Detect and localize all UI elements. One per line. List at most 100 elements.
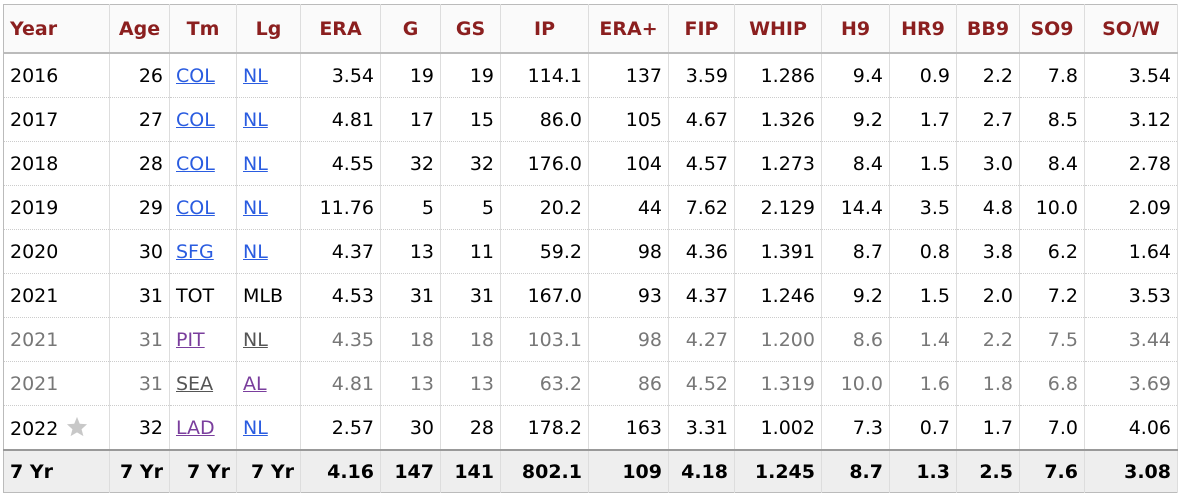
footer-cell: 1.245 — [734, 449, 822, 493]
league-link[interactable]: NL — [243, 108, 268, 131]
team-link[interactable]: COL — [176, 108, 215, 131]
cell-text: 29 — [138, 196, 163, 219]
cell-text: 1.7 — [982, 416, 1013, 439]
table-cell: 1.5 — [889, 141, 957, 186]
table-cell: 31 — [109, 361, 170, 406]
league-link[interactable]: NL — [243, 64, 268, 87]
cell-text: 4.55 — [331, 152, 374, 175]
cell-text: 17 — [409, 108, 434, 131]
table-cell: AL — [236, 361, 301, 406]
table-cell: 7.5 — [1019, 317, 1085, 362]
cell-text: 15 — [469, 108, 494, 131]
cell-text: 3.59 — [685, 64, 728, 87]
column-header: SO9 — [1019, 4, 1085, 54]
footer-cell: 2.5 — [956, 449, 1020, 493]
table-cell: 11 — [440, 229, 501, 274]
cell-text: 3.5 — [919, 196, 950, 219]
column-header: H9 — [821, 4, 890, 54]
column-header: Tm — [169, 4, 237, 54]
footer-cell: 7.6 — [1019, 449, 1085, 493]
cell-text: 3.54 — [331, 64, 374, 87]
team-link[interactable]: COL — [176, 152, 215, 175]
cell-text: 1.273 — [760, 152, 815, 175]
table-cell: COL — [169, 141, 237, 186]
cell-text: 11 — [469, 240, 494, 263]
table-cell: 5 — [380, 185, 441, 230]
footer-cell: 7 Yr — [169, 449, 237, 493]
cell-text: 8.4 — [852, 152, 883, 175]
cell-text: 2.2 — [982, 64, 1013, 87]
team-link[interactable]: LAD — [176, 416, 215, 439]
table-cell: 2.78 — [1084, 141, 1178, 186]
league-link[interactable]: NL — [243, 416, 268, 439]
column-header: Age — [109, 4, 170, 54]
cell-text: 3.54 — [1128, 64, 1171, 87]
table-cell: 18 — [380, 317, 441, 362]
table-cell: 4.81 — [300, 361, 381, 406]
footer-cell: 1.3 — [889, 449, 957, 493]
column-header: BB9 — [956, 4, 1020, 54]
table-cell: NL — [236, 405, 301, 451]
cell-text: 1.319 — [760, 372, 815, 395]
table-cell: 1.8 — [956, 361, 1020, 406]
table-cell: 1.7 — [889, 97, 957, 142]
cell-text: 3.31 — [685, 416, 728, 439]
table-row: 2020 30 SFG NL 4.37 13 11 59.2 98 4.36 1.391 8.7 0.8… — [3, 229, 1178, 274]
cell-text: 8.6 — [852, 328, 883, 351]
cell-text: 4.81 — [331, 372, 374, 395]
table-cell: 26 — [109, 53, 170, 98]
table-cell: 2020 — [3, 229, 110, 274]
table-cell: 3.69 — [1084, 361, 1178, 406]
table-cell: 8.5 — [1019, 97, 1085, 142]
table-row: 2021 31 TOT MLB 4.53 31 31 167.0 93 4.37 1.246 9.2 1… — [3, 273, 1178, 318]
team-link[interactable]: COL — [176, 196, 215, 219]
cell-text: 4.53 — [331, 284, 374, 307]
table-cell: 32 — [440, 141, 501, 186]
table-cell: 2.0 — [956, 273, 1020, 318]
league-link[interactable]: NL — [243, 328, 268, 351]
team-link[interactable]: PIT — [176, 328, 205, 351]
column-header: HR9 — [889, 4, 957, 54]
cell-text: 4.36 — [685, 240, 728, 263]
league-link[interactable]: NL — [243, 196, 268, 219]
table-cell: 2.129 — [734, 185, 822, 230]
team-link[interactable]: COL — [176, 64, 215, 87]
table-cell: 4.36 — [668, 229, 735, 274]
table-cell: 44 — [588, 185, 669, 230]
all-star-icon — [67, 416, 88, 436]
table-cell: 5 — [440, 185, 501, 230]
table-cell: 1.64 — [1084, 229, 1178, 274]
table-cell: 1.002 — [734, 405, 822, 451]
cell-text: 31 — [138, 284, 163, 307]
footer-cell: 4.18 — [668, 449, 735, 493]
table-footer: 7 Yr 7 Yr 7 Yr 7 Yr 4.16 147 141 802.1 109 4.18 1.… — [3, 449, 1178, 493]
table-row: 2019 29 COL NL 11.76 5 5 20.2 44 7.62 2.129 14.4 3.5… — [3, 185, 1178, 230]
cell-text: 14.4 — [840, 196, 883, 219]
table-row: 2016 26 COL NL 3.54 19 19 114.1 137 3.59 1.286 9.4 0… — [3, 53, 1178, 98]
table-cell: NL — [236, 317, 301, 362]
table-cell: 1.5 — [889, 273, 957, 318]
cell-text: 2016 — [10, 64, 59, 87]
table-cell: 17 — [380, 97, 441, 142]
cell-text: 1.002 — [760, 416, 815, 439]
table-cell: 9.2 — [821, 97, 890, 142]
table-cell: 15 — [440, 97, 501, 142]
table-cell: 4.06 — [1084, 405, 1178, 451]
table-cell: TOT — [169, 273, 237, 318]
cell-text: 178.2 — [527, 416, 582, 439]
team-link[interactable]: SEA — [176, 372, 214, 395]
table-cell: 1.4 — [889, 317, 957, 362]
cell-text: 176.0 — [527, 152, 582, 175]
table-cell: 10.0 — [821, 361, 890, 406]
footer-cell: 7 Yr — [3, 449, 110, 493]
league-link[interactable]: AL — [243, 372, 267, 395]
league-link[interactable]: NL — [243, 240, 268, 263]
table-cell: 31 — [440, 273, 501, 318]
league-link[interactable]: NL — [243, 152, 268, 175]
team-link[interactable]: SFG — [176, 240, 214, 263]
table-cell: 8.7 — [821, 229, 890, 274]
cell-text: 4.81 — [331, 108, 374, 131]
table-cell: 0.9 — [889, 53, 957, 98]
footer-cell: 802.1 — [500, 449, 589, 493]
table-cell: NL — [236, 97, 301, 142]
